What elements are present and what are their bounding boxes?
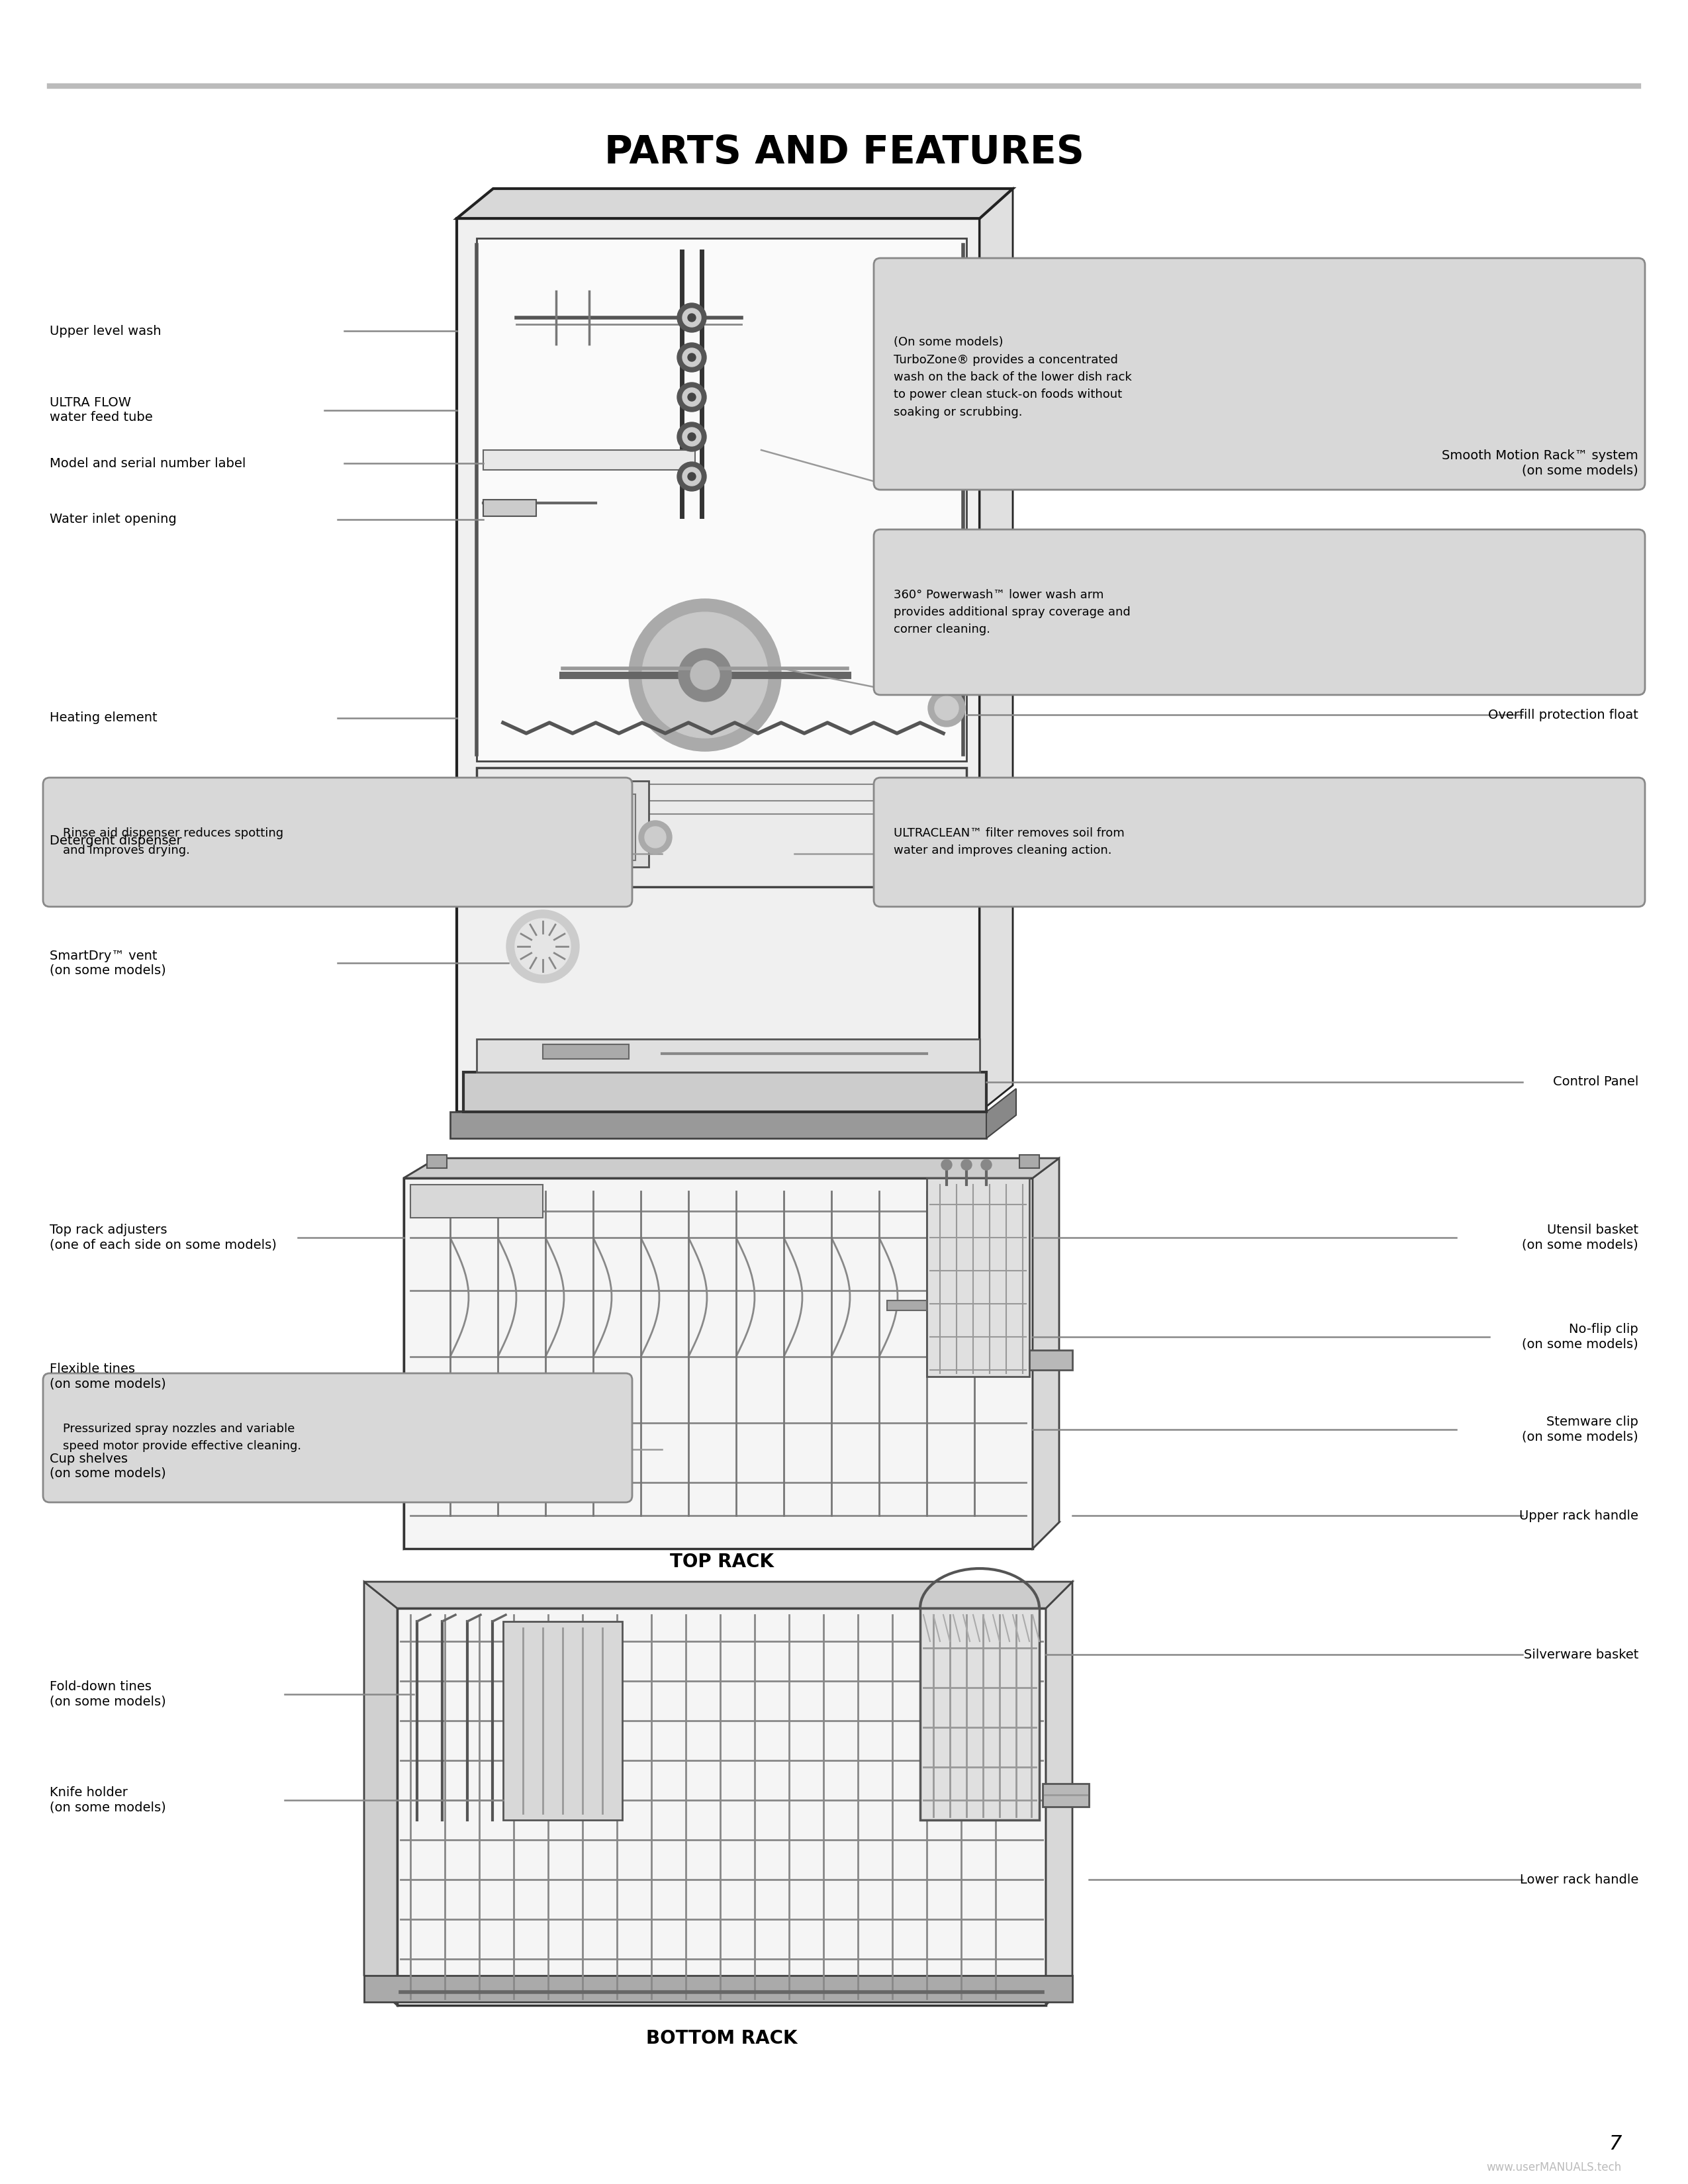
- Text: SmartDry™ vent
(on some models): SmartDry™ vent (on some models): [49, 950, 165, 976]
- FancyBboxPatch shape: [874, 529, 1646, 695]
- Circle shape: [677, 382, 706, 411]
- Circle shape: [506, 911, 579, 983]
- Bar: [1020, 1155, 1040, 1168]
- Polygon shape: [920, 1607, 1040, 1819]
- Circle shape: [645, 826, 667, 847]
- Text: Upper rack handle: Upper rack handle: [1519, 1509, 1639, 1522]
- Text: Stemware clip
(on some models): Stemware clip (on some models): [1523, 1415, 1639, 1444]
- Text: 7: 7: [1609, 2134, 1622, 2153]
- Polygon shape: [403, 1177, 1033, 1548]
- Text: Top rack adjusters
(one of each side on some models): Top rack adjusters (one of each side on …: [49, 1223, 277, 1251]
- Bar: [483, 500, 537, 515]
- Bar: [1043, 1784, 1089, 1806]
- Text: ULTRACLEAN™ filter removes soil from
water and improves cleaning action.: ULTRACLEAN™ filter removes soil from wat…: [893, 828, 1124, 856]
- Polygon shape: [464, 1072, 986, 1112]
- Circle shape: [641, 612, 768, 738]
- Text: No-flip clip
(on some models): No-flip clip (on some models): [1523, 1324, 1639, 1350]
- Text: Smooth Motion Rack™ system
(on some models): Smooth Motion Rack™ system (on some mode…: [1442, 450, 1639, 476]
- Text: Rinse aid dispenser reduces spotting
and improves drying.: Rinse aid dispenser reduces spotting and…: [62, 828, 284, 856]
- Text: Cup shelves
(on some models): Cup shelves (on some models): [49, 1452, 165, 1479]
- Polygon shape: [403, 1158, 437, 1548]
- Text: Heating element: Heating element: [49, 712, 157, 725]
- Circle shape: [960, 1160, 972, 1171]
- Circle shape: [981, 1160, 991, 1171]
- Circle shape: [942, 1160, 952, 1171]
- FancyBboxPatch shape: [42, 778, 633, 906]
- FancyBboxPatch shape: [42, 1374, 633, 1503]
- Circle shape: [687, 314, 695, 321]
- Text: 360° Powerwash™ lower wash arm
provides additional spray coverage and
corner cle: 360° Powerwash™ lower wash arm provides …: [893, 590, 1131, 636]
- Polygon shape: [403, 1522, 1058, 1548]
- Circle shape: [687, 393, 695, 402]
- Circle shape: [682, 389, 701, 406]
- Text: Model and serial number label: Model and serial number label: [49, 456, 246, 470]
- Circle shape: [687, 354, 695, 360]
- Polygon shape: [1047, 1581, 1072, 2005]
- Text: ULTRA FLOW
water feed tube: ULTRA FLOW water feed tube: [49, 397, 152, 424]
- Text: BOTTOM RACK: BOTTOM RACK: [647, 2029, 797, 2049]
- Text: Water inlet opening: Water inlet opening: [49, 513, 177, 526]
- Circle shape: [677, 422, 706, 452]
- Bar: [886, 1299, 927, 1310]
- Polygon shape: [403, 1158, 1058, 1177]
- Polygon shape: [927, 1177, 1030, 1376]
- Bar: [530, 782, 648, 867]
- Bar: [1030, 1350, 1072, 1369]
- Circle shape: [935, 697, 959, 721]
- Circle shape: [630, 598, 782, 751]
- Text: PARTS AND FEATURES: PARTS AND FEATURES: [604, 133, 1084, 170]
- Polygon shape: [476, 1040, 979, 1072]
- Text: Control Panel: Control Panel: [1553, 1077, 1639, 1088]
- Polygon shape: [476, 769, 967, 887]
- Circle shape: [677, 304, 706, 332]
- FancyBboxPatch shape: [874, 778, 1646, 906]
- Polygon shape: [979, 188, 1013, 1112]
- Bar: [544, 795, 635, 860]
- Polygon shape: [1033, 1158, 1058, 1548]
- Bar: [427, 1155, 447, 1168]
- Polygon shape: [397, 1607, 1047, 2005]
- Text: Fold-down tines
(on some models): Fold-down tines (on some models): [49, 1682, 165, 1708]
- Text: Upper level wash: Upper level wash: [49, 325, 160, 336]
- Circle shape: [679, 649, 731, 701]
- Text: (On some models)
TurboZone® provides a concentrated
wash on the back of the lowe: (On some models) TurboZone® provides a c…: [893, 336, 1131, 417]
- FancyBboxPatch shape: [874, 258, 1646, 489]
- Text: Detergent dispenser: Detergent dispenser: [49, 834, 182, 847]
- Text: Pressurized spray nozzles and variable
speed motor provide effective cleaning.: Pressurized spray nozzles and variable s…: [62, 1422, 300, 1452]
- Text: www.userMANUALS.tech: www.userMANUALS.tech: [1487, 2162, 1622, 2173]
- Circle shape: [682, 467, 701, 485]
- Polygon shape: [365, 1581, 1072, 1607]
- Polygon shape: [451, 1112, 986, 1138]
- Text: Overfill protection float: Overfill protection float: [1489, 708, 1639, 721]
- Text: TOP RACK: TOP RACK: [670, 1553, 773, 1570]
- Circle shape: [638, 821, 672, 854]
- Circle shape: [515, 919, 571, 974]
- Polygon shape: [457, 218, 979, 1112]
- Text: Utensil basket
(on some models): Utensil basket (on some models): [1523, 1223, 1639, 1251]
- Circle shape: [690, 660, 719, 690]
- Circle shape: [677, 343, 706, 371]
- Polygon shape: [986, 1088, 1016, 1138]
- Polygon shape: [476, 238, 967, 760]
- Circle shape: [687, 432, 695, 441]
- Text: Knife holder
(on some models): Knife holder (on some models): [49, 1787, 165, 1813]
- Text: Silverware basket: Silverware basket: [1524, 1649, 1639, 1660]
- Text: Lower rack handle: Lower rack handle: [1519, 1874, 1639, 1885]
- Polygon shape: [365, 1977, 1072, 2003]
- Circle shape: [682, 428, 701, 446]
- Circle shape: [682, 347, 701, 367]
- Circle shape: [687, 472, 695, 480]
- Circle shape: [928, 690, 966, 727]
- Polygon shape: [483, 450, 695, 470]
- Polygon shape: [365, 1581, 397, 2005]
- Text: Flexible tines
(on some models): Flexible tines (on some models): [49, 1363, 165, 1391]
- Bar: [544, 1044, 630, 1059]
- Polygon shape: [457, 188, 1013, 218]
- Circle shape: [682, 308, 701, 328]
- Polygon shape: [410, 1184, 544, 1219]
- Circle shape: [677, 463, 706, 491]
- Polygon shape: [503, 1621, 623, 1819]
